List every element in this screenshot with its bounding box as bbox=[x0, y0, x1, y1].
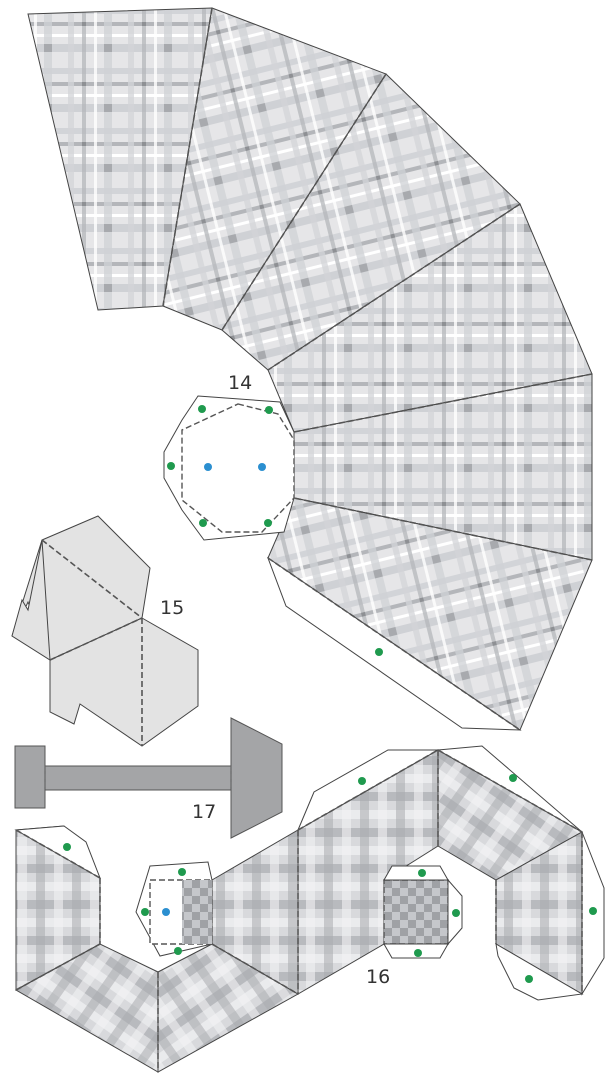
piece-15: 15 bbox=[11, 515, 199, 747]
piece-16-fold-lines bbox=[15, 749, 583, 1072]
piece-16-bottom-right-tab bbox=[495, 943, 584, 1001]
alignment-dot bbox=[204, 463, 212, 471]
piece-16-small-square-pattern bbox=[182, 880, 212, 944]
piece-16: 16 bbox=[14, 745, 605, 1073]
glue-dot bbox=[264, 519, 272, 527]
glue-dot bbox=[525, 975, 533, 983]
piece-14-label: 14 bbox=[228, 372, 252, 394]
piece-14: 14 bbox=[27, 7, 593, 731]
glue-dot bbox=[452, 909, 460, 917]
glue-dot bbox=[198, 405, 206, 413]
piece-16-center-square bbox=[383, 879, 449, 945]
glue-dot bbox=[358, 777, 366, 785]
piece-17-end-block bbox=[14, 745, 46, 809]
glue-dot bbox=[414, 949, 422, 957]
piece-15-left-tab bbox=[11, 539, 51, 661]
piece-15-fold-lines bbox=[41, 539, 143, 746]
glue-dot bbox=[509, 774, 517, 782]
piece-17-label: 17 bbox=[192, 801, 216, 823]
glue-dot bbox=[199, 519, 207, 527]
glue-dot bbox=[265, 406, 273, 414]
alignment-dot bbox=[162, 908, 170, 916]
piece-17: 17 bbox=[14, 717, 283, 839]
piece-14-fold-lines bbox=[162, 7, 593, 731]
glue-dot bbox=[375, 648, 383, 656]
piece-15-label: 15 bbox=[160, 597, 184, 619]
piece-16-center-square-tabs bbox=[383, 865, 449, 881]
glue-dot bbox=[141, 908, 149, 916]
glue-dot bbox=[418, 869, 426, 877]
piece-17-bar bbox=[44, 765, 232, 791]
piece-14-hub-hexagon bbox=[181, 403, 295, 533]
glue-dot bbox=[63, 843, 71, 851]
glue-dot bbox=[167, 462, 175, 470]
alignment-dot bbox=[258, 463, 266, 471]
glue-dot bbox=[178, 868, 186, 876]
piece-17-fold-lines bbox=[44, 766, 232, 790]
piece-17-end-cap bbox=[230, 717, 283, 839]
glue-dot bbox=[589, 907, 597, 915]
glue-dot bbox=[174, 947, 182, 955]
piece-16-label: 16 bbox=[366, 966, 390, 988]
